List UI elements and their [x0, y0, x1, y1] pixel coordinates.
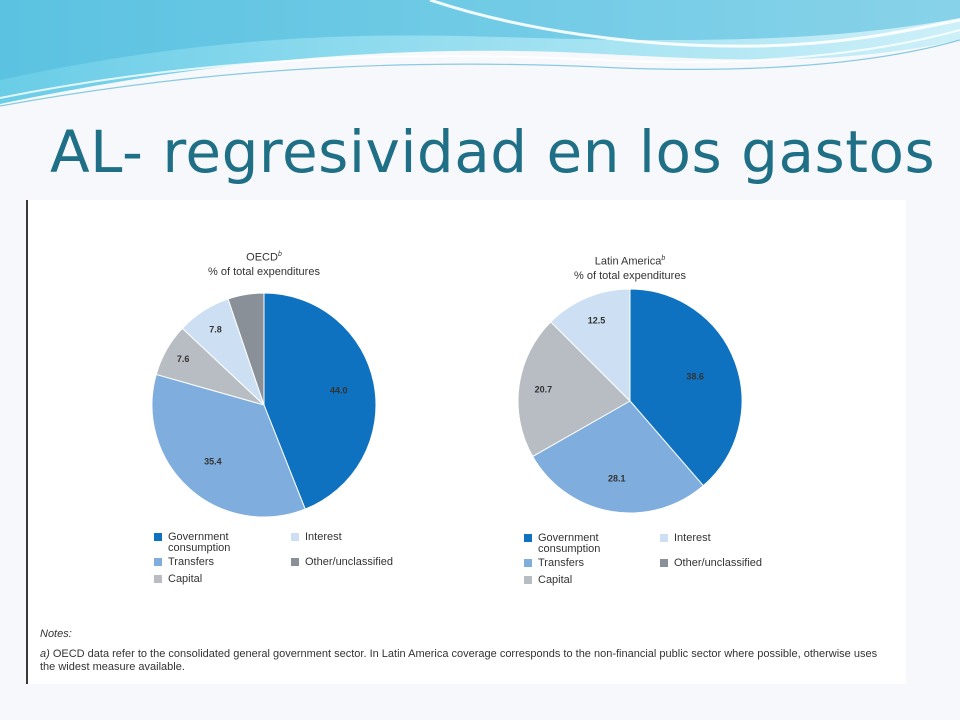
- legend-swatch-other-unclassified: [291, 558, 299, 566]
- legend-item-interest: Interest: [291, 532, 395, 543]
- legend-swatch-transfers: [154, 558, 162, 566]
- legend-label-capital: Capital: [168, 573, 203, 585]
- legend-swatch-government-consumption: [154, 533, 162, 541]
- pie-data-label: 44.0: [330, 386, 348, 396]
- oecd-pie-svg: 44.0 35.4 7.6 7.8: [151, 292, 377, 518]
- oecd-chart-subtitle: % of total expenditures: [208, 265, 320, 278]
- notes-section: Notes: a) OECD data refer to the consoli…: [40, 628, 890, 674]
- pie-data-label: 7.6: [177, 354, 190, 364]
- pie-slice-government-consumption: [629, 288, 743, 487]
- pie-slice-transfers: [531, 400, 705, 514]
- legend-swatch-interest: [291, 533, 299, 541]
- header-wave-decoration: [0, 0, 960, 107]
- pie-slice-government-consumption: [263, 292, 377, 510]
- latam-title-marker: b: [661, 255, 666, 262]
- latam-pie-svg: 38.6 28.1 20.7 12.5: [517, 288, 743, 514]
- legend-swatch-capital: [154, 575, 162, 583]
- oecd-title-marker: b: [277, 251, 282, 258]
- pie-data-label: 38.6: [686, 372, 704, 382]
- notes-text: a) OECD data refer to the consolidated g…: [40, 648, 890, 674]
- oecd-chart-header: OECDb % of total expenditures: [114, 248, 414, 279]
- latam-chart-title: Latin America: [594, 255, 662, 268]
- pie-slice-capital: [517, 321, 631, 458]
- pie-data-label: 12.5: [588, 315, 606, 325]
- oecd-legend: Government consumption Interest Transfer…: [154, 532, 454, 592]
- legend-label-transfers: Transfers: [538, 557, 585, 569]
- legend-swatch-capital: [524, 576, 532, 584]
- legend-item-government-consumption: Government consumption: [154, 532, 258, 554]
- pie-slice-interest: [550, 288, 631, 403]
- legend-item-other-unclassified: Other/unclassified: [660, 558, 794, 569]
- legend-label-other-unclassified: Other/unclassified: [305, 556, 394, 568]
- pie-data-label: 28.1: [608, 473, 626, 483]
- legend-label-interest: Interest: [674, 532, 711, 544]
- latam-legend: Government consumption Interest Transfer…: [524, 533, 824, 593]
- legend-item-capital: Capital: [524, 575, 628, 586]
- pie-data-label: 35.4: [204, 457, 222, 467]
- notes-a-marker: a): [40, 648, 50, 660]
- latam-pie-chart: Latin Americab % of total expenditures 3…: [480, 200, 780, 620]
- legend-label-government-consumption: Government consumption: [168, 531, 231, 554]
- legend-item-other-unclassified: Other/unclassified: [291, 557, 425, 568]
- oecd-pie-chart: OECDb % of total expenditures 44.0 35.4 7.…: [114, 200, 414, 620]
- slide-title: AL- regresividad en los gastos: [50, 118, 936, 186]
- legend-swatch-interest: [660, 534, 668, 542]
- legend-swatch-government-consumption: [524, 534, 532, 542]
- pie-slice-transfers: [151, 373, 306, 518]
- legend-item-interest: Interest: [660, 533, 764, 544]
- latam-chart-header: Latin Americab % of total expenditures: [480, 252, 780, 283]
- pie-data-label: 7.8: [209, 325, 222, 335]
- legend-swatch-other-unclassified: [660, 559, 668, 567]
- pie-slice-other-unclassified: [227, 292, 265, 406]
- notes-title: Notes:: [40, 628, 72, 640]
- pie-data-label: 20.7: [535, 384, 553, 394]
- latam-chart-subtitle: % of total expenditures: [574, 269, 686, 282]
- legend-item-transfers: Transfers: [154, 557, 258, 568]
- legend-item-transfers: Transfers: [524, 558, 628, 569]
- figure-panel: OECDb % of total expenditures 44.0 35.4 7.…: [26, 200, 906, 684]
- legend-label-other-unclassified: Other/unclassified: [674, 557, 763, 569]
- legend-label-interest: Interest: [305, 531, 342, 543]
- oecd-chart-title: OECD: [246, 251, 278, 264]
- legend-label-transfers: Transfers: [168, 556, 215, 568]
- legend-item-capital: Capital: [154, 574, 258, 585]
- legend-label-government-consumption: Government consumption: [538, 532, 601, 555]
- legend-swatch-transfers: [524, 559, 532, 567]
- legend-label-capital: Capital: [538, 574, 573, 586]
- notes-a-text: OECD data refer to the consolidated gene…: [40, 648, 878, 673]
- legend-item-government-consumption: Government consumption: [524, 533, 628, 555]
